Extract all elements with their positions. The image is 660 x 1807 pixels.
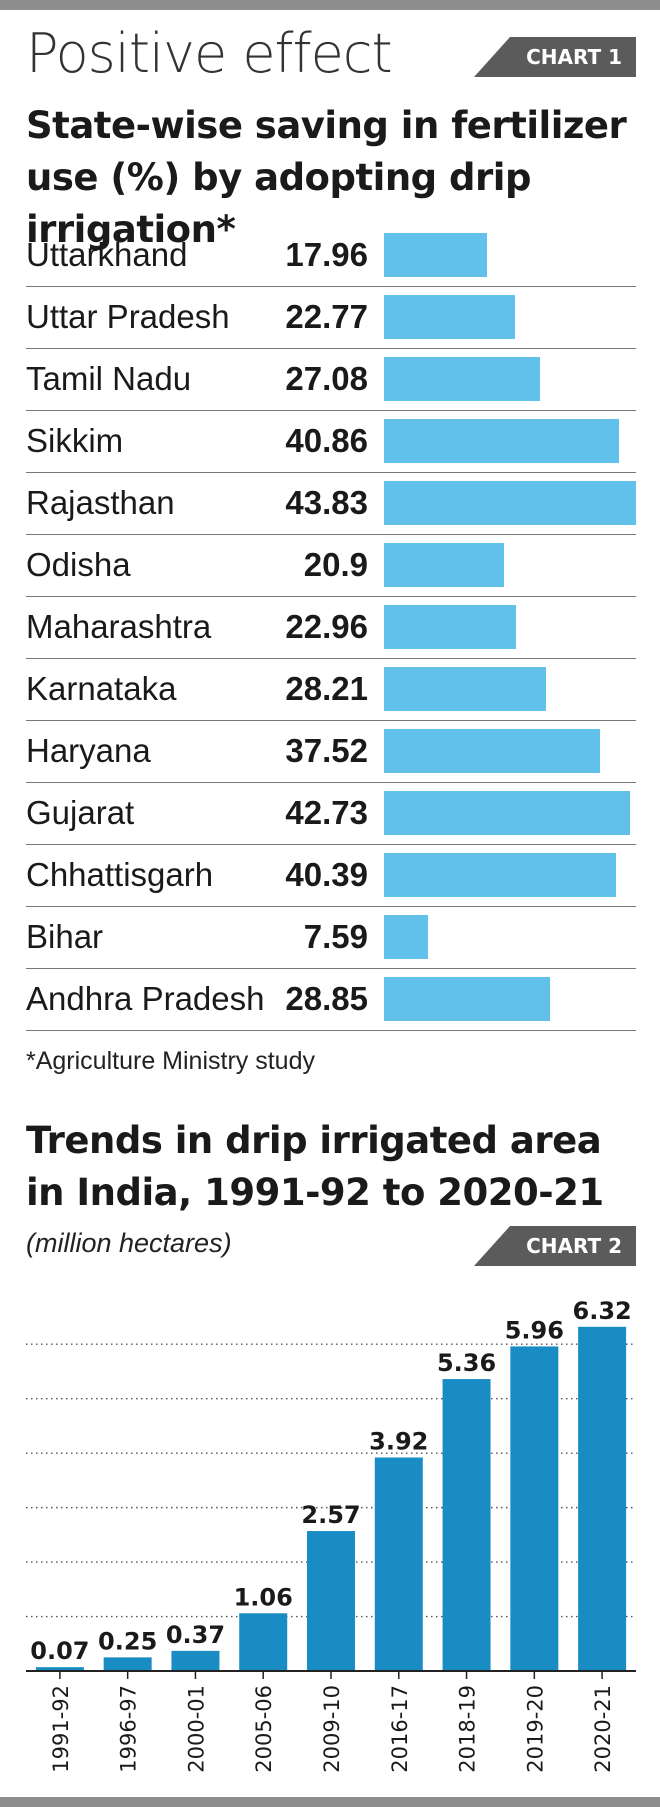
state-label: Maharashtra — [26, 608, 212, 645]
chart1-row: Andhra Pradesh 28.85 — [26, 969, 636, 1031]
x-tick-label: 1996-97 — [117, 1685, 141, 1773]
area-bar — [578, 1326, 627, 1671]
chart1-row: Maharashtra 22.96 — [26, 597, 636, 659]
value-label: 40.39 — [285, 856, 368, 893]
bar-value-label: 5.96 — [505, 1316, 564, 1344]
saving-bar — [384, 667, 547, 711]
value-label: 27.08 — [285, 360, 368, 397]
chart1-rows: Uttarkhand 17.96 Uttar Pradesh 22.77 Tamil N… — [26, 225, 636, 1031]
value-label: 28.21 — [285, 670, 368, 707]
value-label: 40.86 — [285, 422, 368, 459]
saving-bar — [384, 295, 515, 339]
saving-bar — [384, 977, 550, 1021]
value-label: 43.83 — [285, 484, 368, 521]
chart1-row: Chhattisgarh 40.39 — [26, 845, 636, 907]
chart2-column-chart: 0.07 1991-92 0.25 1996-97 0.37 2000-01 1.06 200… — [26, 1297, 636, 1773]
chart1-row: Uttar Pradesh 22.77 — [26, 287, 636, 349]
state-label: Chhattisgarh — [26, 856, 214, 893]
bar-value-label: 0.07 — [30, 1637, 89, 1665]
state-label: Sikkim — [26, 422, 124, 459]
chart2-tag: CHART 2 — [474, 1226, 636, 1266]
x-tick-label: 2009-10 — [320, 1685, 344, 1773]
saving-bar — [384, 543, 505, 587]
saving-bar — [384, 853, 617, 897]
bar-value-label: 0.25 — [98, 1627, 157, 1655]
state-label: Gujarat — [26, 794, 135, 831]
state-label: Karnataka — [26, 670, 177, 707]
value-label: 22.77 — [285, 298, 368, 335]
chart1-row: Tamil Nadu 27.08 — [26, 349, 636, 411]
bottom-rule — [0, 1797, 660, 1807]
area-bar — [510, 1346, 559, 1671]
area-bar — [103, 1657, 152, 1671]
chart1-row: Odisha 20.9 — [26, 535, 636, 597]
chart1-row: Gujarat 42.73 — [26, 783, 636, 845]
bar-value-label: 1.06 — [234, 1583, 293, 1611]
chart2-unit-label: (million hectares) — [26, 1228, 232, 1258]
area-bar — [239, 1613, 288, 1671]
x-tick-label: 2019-20 — [523, 1685, 547, 1773]
saving-bar — [384, 605, 516, 649]
saving-bar — [384, 481, 636, 525]
value-label: 37.52 — [285, 732, 368, 769]
state-label: Haryana — [26, 732, 151, 769]
chart1-tag: CHART 1 — [474, 37, 636, 77]
value-label: 7.59 — [303, 918, 368, 955]
chart1-row: Uttarkhand 17.96 — [26, 225, 636, 287]
area-bar — [307, 1531, 355, 1671]
chart1-row: Rajasthan 43.83 — [26, 473, 636, 535]
state-label: Tamil Nadu — [26, 360, 192, 397]
x-tick-label: 1991-92 — [49, 1685, 73, 1773]
area-bar — [442, 1379, 491, 1671]
x-tick-label: 2018-19 — [456, 1685, 480, 1773]
value-label: 42.73 — [285, 794, 368, 831]
value-label: 28.85 — [285, 980, 368, 1017]
x-tick-label: 2016-17 — [388, 1685, 412, 1773]
chart1-row: Karnataka 28.21 — [26, 659, 636, 721]
chart1-title: State-wise saving in fertilizer use (%) … — [26, 104, 627, 251]
chart2-title: Trends in drip irrigated area in India, … — [26, 1119, 604, 1214]
bar-value-label: 6.32 — [573, 1297, 632, 1325]
x-tick-label: 2000-01 — [184, 1685, 208, 1773]
value-label: 17.96 — [285, 236, 368, 273]
area-bar — [171, 1650, 220, 1671]
value-label: 20.9 — [303, 546, 368, 583]
bar-value-label: 5.36 — [437, 1349, 496, 1377]
bar-value-label: 3.92 — [369, 1428, 428, 1456]
area-bar — [35, 1667, 84, 1671]
area-bar — [374, 1457, 423, 1671]
chart1-row: Bihar 7.59 — [26, 907, 636, 969]
top-rule — [0, 0, 660, 10]
saving-bar — [384, 791, 630, 835]
state-label: Bihar — [26, 918, 104, 955]
saving-bar — [384, 419, 619, 463]
saving-bar — [384, 915, 428, 959]
saving-bar — [384, 233, 488, 277]
chart1-footnote: *Agriculture Ministry study — [26, 1047, 315, 1075]
x-tick-label: 2005-06 — [252, 1685, 276, 1773]
state-label: Rajasthan — [26, 484, 175, 521]
x-tick-label: 2020-21 — [591, 1685, 615, 1773]
saving-bar — [384, 357, 540, 401]
saving-bar — [384, 729, 600, 773]
bar-value-label: 0.37 — [166, 1621, 225, 1649]
state-label: Andhra Pradesh — [26, 980, 265, 1017]
state-label: Odisha — [26, 546, 131, 583]
state-label: Uttar Pradesh — [26, 298, 230, 335]
value-label: 22.96 — [285, 608, 368, 645]
chart1-row: Haryana 37.52 — [26, 721, 636, 783]
page-headline: Positive effect — [26, 22, 393, 85]
chart1-row: Sikkim 40.86 — [26, 411, 636, 473]
state-label: Uttarkhand — [26, 236, 188, 273]
bar-value-label: 2.57 — [301, 1501, 360, 1529]
